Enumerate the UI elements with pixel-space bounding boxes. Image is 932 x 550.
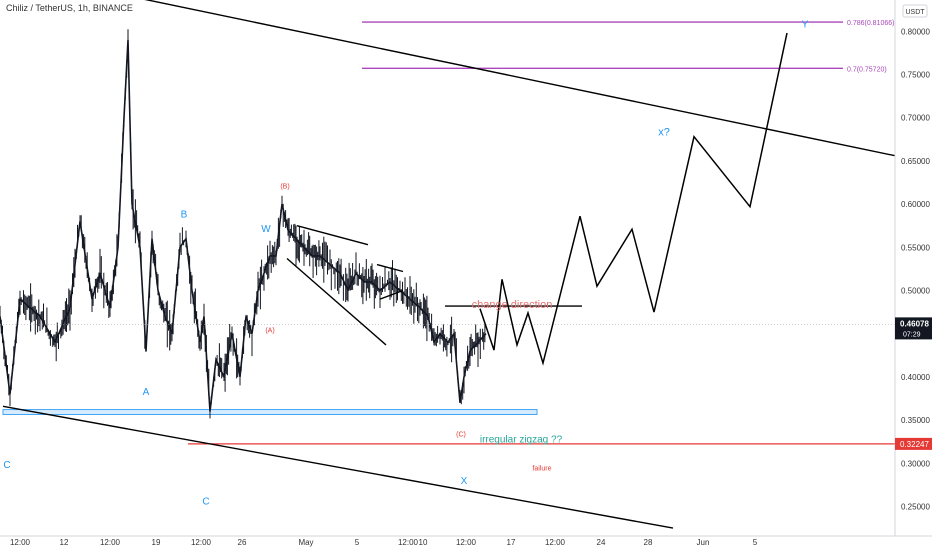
- x-tick-label: 5: [753, 538, 758, 547]
- x-tick-label: May: [298, 538, 313, 547]
- x-tick-label: 10: [419, 538, 428, 547]
- price-axis: [895, 0, 932, 550]
- wave-label: A: [143, 387, 150, 398]
- lower-channel: [2, 405, 674, 529]
- x-tick-label: 12:00: [10, 538, 31, 547]
- x-tick-label: 12:00: [545, 538, 566, 547]
- y-tick-label: 0.25000: [901, 503, 930, 512]
- wave-label: (A): [265, 327, 274, 334]
- wave-label: W: [261, 224, 271, 235]
- currency-label: USDT: [905, 9, 925, 16]
- currency-button[interactable]: USDT: [902, 4, 928, 18]
- annotation-label: failure: [532, 465, 551, 472]
- x-tick-label: 5: [355, 538, 360, 547]
- wave-label: C: [3, 460, 10, 471]
- x-tick-label: 17: [507, 538, 516, 547]
- x-tick-label: 26: [238, 538, 247, 547]
- price-line: [0, 39, 487, 412]
- wedge-upper: [296, 225, 369, 246]
- y-tick-label: 0.55000: [901, 243, 930, 252]
- flag-upper: [376, 263, 404, 273]
- x-tick-label: 24: [597, 538, 606, 547]
- x-tick-label: 12:00: [456, 538, 477, 547]
- y-tick-label: 0.60000: [901, 200, 930, 209]
- failure-price-tag: [895, 437, 932, 450]
- wedge-lower: [286, 258, 387, 346]
- x-tick-label: 12: [60, 538, 69, 547]
- y-tick-label: 0.30000: [901, 459, 930, 468]
- y-tick-label: 0.35000: [901, 416, 930, 425]
- x-tick-label: Jun: [697, 538, 710, 547]
- wave-label: (C): [456, 432, 466, 439]
- wave-label: Y: [802, 19, 809, 30]
- annotation-label: irregular zigzag ??: [480, 435, 563, 446]
- current-price-countdown: 07:29: [903, 331, 921, 338]
- current-price-value: 0.46078: [900, 319, 929, 328]
- y-tick-label: 0.70000: [901, 114, 930, 123]
- y-tick-label: 0.80000: [901, 27, 930, 36]
- x-tick-label: 12:00: [398, 538, 419, 547]
- flag-lower: [379, 289, 404, 300]
- y-tick-label: 0.65000: [901, 157, 930, 166]
- failure-price-value: 0.32247: [900, 440, 929, 449]
- fib-level-label: 0.786(0.81066): [847, 20, 894, 27]
- y-tick-label: 0.40000: [901, 373, 930, 382]
- y-tick-label: 0.75000: [901, 71, 930, 80]
- current-price-tag: [895, 317, 932, 340]
- fib-level-label: 0.7(0.75720): [847, 66, 887, 73]
- x-tick-label: 12:00: [191, 538, 212, 547]
- chart-title: Chiliz / TetherUS, 1h, BINANCE: [6, 3, 133, 13]
- wave-label: B: [181, 209, 188, 220]
- y-tick-label: 0.50000: [901, 287, 930, 296]
- x-tick-label: 28: [644, 538, 653, 547]
- wave-label: x?: [658, 127, 670, 139]
- wave-label: (B): [280, 183, 289, 190]
- support-zone: [2, 409, 538, 415]
- x-tick-label: 19: [152, 538, 161, 547]
- x-tick-label: 12:00: [100, 538, 121, 547]
- annotation-label: change direction: [472, 299, 553, 311]
- wave-label: X: [461, 476, 468, 487]
- wave-label: C: [202, 496, 209, 507]
- projection-path: [479, 32, 788, 366]
